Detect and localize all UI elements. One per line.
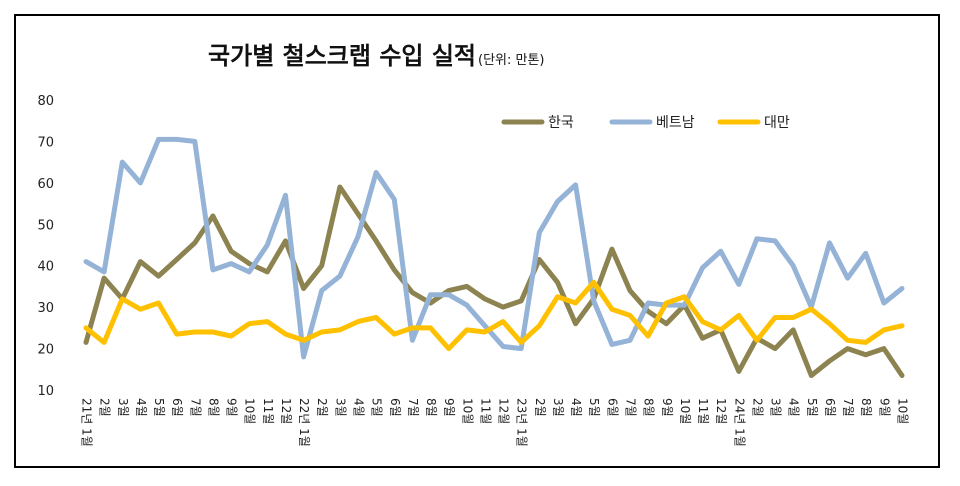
y-tick-label: 80 — [37, 94, 54, 109]
x-tick-label: 5월 — [587, 398, 601, 417]
x-tick-label: 21년 1월 — [80, 398, 94, 447]
y-tick-label: 70 — [37, 135, 54, 150]
x-tick-label: 5월 — [152, 398, 166, 417]
y-tick-label: 50 — [37, 218, 54, 233]
x-tick-label: 5월 — [805, 398, 819, 417]
x-tick-label: 12월 — [714, 398, 728, 424]
legend-label-2: 대만 — [764, 115, 790, 131]
series-line-0 — [83, 184, 905, 378]
x-tick-label: 3월 — [116, 398, 130, 417]
x-tick-label: 8월 — [642, 398, 656, 417]
chart-subtitle: (단위: 만톤) — [478, 53, 545, 68]
x-tick-label: 4월 — [787, 398, 801, 417]
x-tick-label: 6월 — [823, 398, 837, 417]
x-tick-label: 10월 — [678, 398, 692, 424]
x-tick-label: 9월 — [660, 398, 674, 417]
x-tick-label: 6월 — [388, 398, 402, 417]
x-tick-label: 23년 1월 — [515, 398, 529, 447]
x-tick-label: 3월 — [769, 398, 783, 417]
x-tick-label: 7월 — [624, 398, 638, 417]
x-tick-label: 10월 — [243, 398, 257, 424]
x-tick-label: 11월 — [261, 398, 275, 424]
x-tick-label: 2월 — [98, 398, 112, 417]
x-tick-label: 24년 1월 — [732, 398, 746, 447]
x-tick-label: 8월 — [424, 398, 438, 417]
x-tick-label: 11월 — [478, 398, 492, 424]
x-tick-label: 6월 — [170, 398, 184, 417]
y-tick-label: 20 — [37, 343, 54, 358]
x-tick-label: 9월 — [442, 398, 456, 417]
x-tick-label: 7월 — [841, 398, 855, 417]
x-tick-label: 4월 — [134, 398, 148, 417]
x-tick-label: 3월 — [551, 398, 565, 417]
x-tick-label: 9월 — [877, 398, 891, 417]
x-tick-label: 8월 — [206, 398, 220, 417]
x-tick-label: 22년 1월 — [297, 398, 311, 447]
x-tick-label: 2월 — [533, 398, 547, 417]
series-line-1 — [83, 136, 905, 360]
x-tick-label: 9월 — [225, 398, 239, 417]
x-tick-label: 6월 — [605, 398, 619, 417]
x-tick-label: 11월 — [696, 398, 710, 424]
x-tick-label: 10월 — [460, 398, 474, 424]
x-tick-label: 4월 — [352, 398, 366, 417]
x-tick-label: 2월 — [315, 398, 329, 417]
y-tick-label: 40 — [37, 260, 54, 275]
y-tick-label: 60 — [37, 177, 54, 192]
x-tick-label: 8월 — [859, 398, 873, 417]
y-tick-label: 30 — [37, 301, 54, 316]
x-tick-label: 3월 — [333, 398, 347, 417]
legend-label-0: 한국 — [548, 115, 574, 131]
y-tick-label: 10 — [37, 384, 54, 399]
x-tick-label: 10월 — [896, 398, 910, 424]
line-chart: 국가별 철스크랩 수입 실적 (단위: 만톤) 10 20 30 40 50 60 70 80… — [37, 42, 910, 447]
x-tick-label: 7월 — [406, 398, 420, 417]
x-tick-label: 5월 — [370, 398, 384, 417]
x-tick-label: 7월 — [188, 398, 202, 417]
x-tick-label: 2월 — [750, 398, 764, 417]
x-tick-label: 12월 — [279, 398, 293, 424]
chart-frame: 국가별 철스크랩 수입 실적 (단위: 만톤) 10 20 30 40 50 60 70 80… — [14, 14, 940, 468]
legend-label-1: 베트남 — [656, 115, 695, 131]
series-line-2 — [83, 279, 905, 352]
chart-title: 국가별 철스크랩 수입 실적 — [208, 42, 476, 70]
x-tick-label: 12월 — [497, 398, 511, 424]
x-tick-label: 4월 — [569, 398, 583, 417]
